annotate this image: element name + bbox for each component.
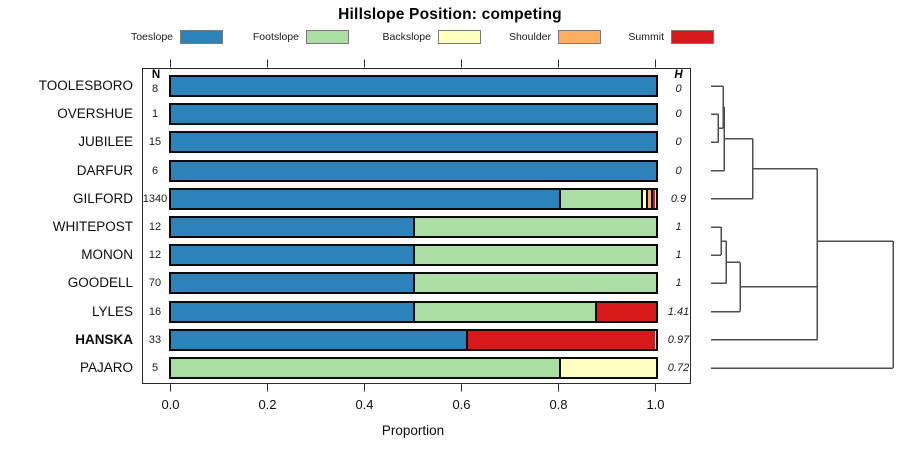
row-label: OVERSHUE xyxy=(57,106,133,122)
n-value: 1 xyxy=(151,108,159,121)
n-value: 16 xyxy=(148,305,162,318)
legend-swatch xyxy=(438,30,481,44)
h-value: 0.97 xyxy=(667,333,690,346)
bar-segment-summit xyxy=(466,330,656,349)
legend-item-label: Toeslope xyxy=(130,31,173,43)
row-label: TOOLESBORO xyxy=(38,78,133,93)
x-axis-tick-label: 1.0 xyxy=(646,397,665,412)
bar-row xyxy=(168,75,658,97)
bar-row xyxy=(168,357,658,379)
bar-row xyxy=(168,244,658,267)
bar-segment-backslope xyxy=(558,359,656,377)
bar-row xyxy=(168,159,658,182)
legend-swatch xyxy=(558,30,601,44)
plot-frame xyxy=(141,67,691,384)
row-label: DARFUR xyxy=(76,162,133,178)
legend-item-label: Footslope xyxy=(252,31,299,43)
bar-segment-summit xyxy=(650,189,656,208)
row-label: MONON xyxy=(81,247,133,263)
chart-title: Hillslope Position: competing xyxy=(338,6,562,23)
legend-item: Toeslope xyxy=(65,29,223,45)
bar-row xyxy=(168,216,658,238)
legend-item: Shoulder xyxy=(443,29,601,45)
bar-segment-footslope xyxy=(413,246,656,265)
bar-segment-footslope xyxy=(170,359,559,377)
n-value: 33 xyxy=(148,333,162,346)
dendrogram xyxy=(711,85,894,369)
bar-row xyxy=(168,328,658,351)
n-value: 12 xyxy=(148,249,162,262)
bar-segment-toeslope xyxy=(170,105,656,124)
row-label: WHITEPOST xyxy=(52,219,133,234)
h-value: 1.41 xyxy=(667,305,690,318)
bar-segment-footslope xyxy=(413,218,656,236)
bar-row xyxy=(168,300,658,323)
row-label: JUBILEE xyxy=(78,134,133,150)
bar-segment-toeslope xyxy=(170,302,413,321)
bar-segment-footslope xyxy=(413,274,656,293)
n-column-header: N xyxy=(151,69,161,81)
bar-row xyxy=(168,187,658,210)
h-value: 0 xyxy=(675,136,682,149)
bar-segment-toeslope xyxy=(170,189,559,208)
n-value: 12 xyxy=(148,221,162,233)
n-value: 5 xyxy=(151,362,159,374)
bar-segment-toeslope xyxy=(170,133,656,152)
legend-item: Footslope xyxy=(191,29,349,45)
x-axis-tick-label: 0.8 xyxy=(549,397,568,412)
bar-row xyxy=(168,131,658,154)
bar-segment-toeslope xyxy=(170,161,656,180)
n-value: 70 xyxy=(148,277,162,290)
x-axis-tick-label: 0.6 xyxy=(452,397,471,412)
bar-segment-summit xyxy=(594,302,656,321)
h-value: 1 xyxy=(675,221,682,233)
legend-swatch xyxy=(671,30,714,44)
x-axis-label: Proportion xyxy=(381,423,445,438)
bar-row xyxy=(168,103,658,126)
bar-segment-footslope xyxy=(413,302,595,321)
n-value: 15 xyxy=(148,136,162,149)
row-label: LYLES xyxy=(91,303,133,319)
row-label: PAJARO xyxy=(79,360,133,375)
legend-item-label: Summit xyxy=(628,31,664,43)
legend-item-label: Backslope xyxy=(382,31,431,43)
h-value: 1 xyxy=(675,277,682,290)
n-value: 1340 xyxy=(142,192,168,205)
legend-swatch xyxy=(180,30,223,44)
n-value: 8 xyxy=(151,83,159,95)
h-column-header: H xyxy=(674,69,683,81)
row-label: HANSKA xyxy=(75,331,133,347)
bar-segment-toeslope xyxy=(170,274,413,293)
legend-swatch xyxy=(306,30,349,44)
h-value: 0 xyxy=(675,164,682,177)
bar-row xyxy=(168,272,658,295)
h-value: 0 xyxy=(675,108,682,121)
bar-segment-shoulder xyxy=(645,189,651,208)
legend-item-label: Shoulder xyxy=(508,31,551,43)
h-value: 0.72 xyxy=(667,362,690,374)
bar-segment-backslope xyxy=(640,189,646,208)
row-label: GILFORD xyxy=(72,190,133,206)
bar-segment-toeslope xyxy=(170,77,656,95)
bar-segment-toeslope xyxy=(170,246,413,265)
x-axis-tick-label: 0.2 xyxy=(258,397,277,412)
h-value: 0.9 xyxy=(670,192,687,205)
h-value: 1 xyxy=(675,249,682,262)
bar-segment-footslope xyxy=(558,189,641,208)
x-axis-tick-label: 0.0 xyxy=(161,397,180,412)
h-value: 0 xyxy=(675,83,682,95)
bar-segment-toeslope xyxy=(170,330,467,349)
n-value: 6 xyxy=(151,164,159,177)
row-label: GOODELL xyxy=(67,275,133,291)
x-axis-tick-label: 0.4 xyxy=(355,397,374,412)
bar-segment-toeslope xyxy=(170,218,413,236)
legend-item: Backslope xyxy=(323,29,481,45)
legend-item: Summit xyxy=(556,29,714,45)
